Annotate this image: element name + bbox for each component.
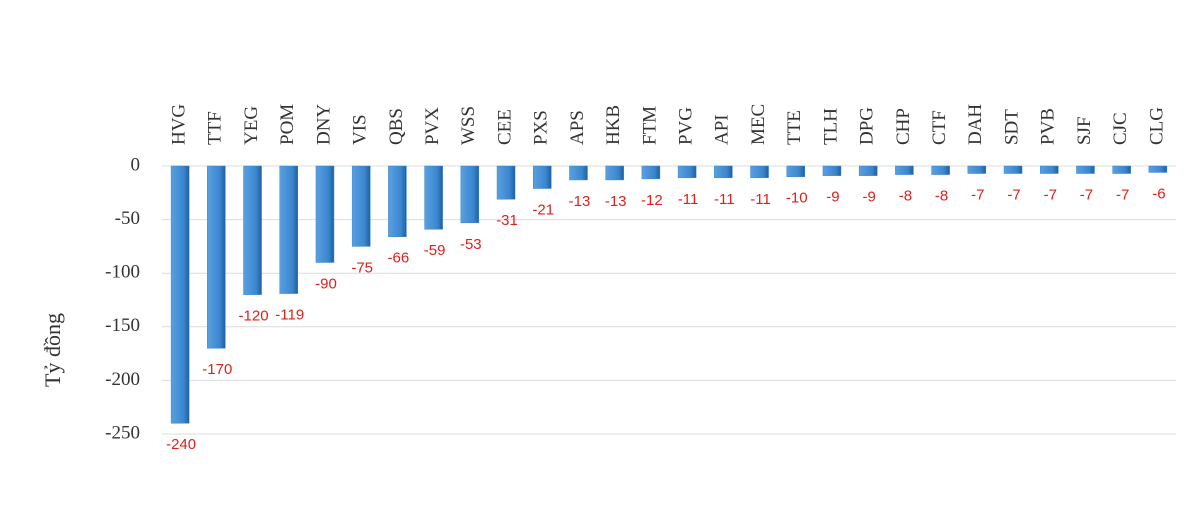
x-tick-label: SJF — [1074, 116, 1095, 145]
x-tick-label: APS — [567, 110, 588, 145]
bar — [533, 165, 552, 189]
data-label: -12 — [641, 192, 663, 209]
x-tick-label: CHP — [893, 108, 914, 145]
data-label: -75 — [351, 259, 373, 276]
bar — [1040, 165, 1059, 174]
data-label: -7 — [1044, 186, 1057, 203]
data-label: -119 — [275, 307, 304, 324]
x-tick-label: POM — [277, 104, 298, 145]
bar — [207, 165, 226, 349]
x-tick-label: PXS — [531, 110, 552, 145]
data-label: -66 — [388, 250, 410, 267]
y-tick-label: -100 — [105, 262, 140, 283]
y-tick-label: -250 — [105, 422, 140, 443]
bar — [460, 165, 480, 224]
data-label: -6 — [1152, 185, 1165, 202]
bar — [750, 165, 769, 179]
bar — [786, 165, 805, 177]
data-label: -9 — [826, 189, 839, 206]
bar — [677, 165, 697, 179]
bar — [243, 165, 262, 295]
bar — [1112, 165, 1131, 174]
bar — [1076, 165, 1095, 174]
bar — [496, 165, 516, 200]
x-tick-label: TTF — [205, 111, 226, 145]
x-tick-label: CJC — [1110, 112, 1131, 145]
bar — [967, 165, 987, 174]
bar — [1003, 165, 1023, 174]
data-label: -21 — [532, 201, 554, 218]
x-tick-label: WSS — [458, 106, 479, 145]
x-tick-label: DNY — [313, 104, 334, 145]
data-label: -240 — [166, 436, 196, 453]
data-label: -10 — [786, 190, 808, 207]
data-label: -31 — [496, 212, 518, 229]
x-tick-label: TTE — [784, 110, 805, 145]
data-label: -13 — [569, 193, 591, 210]
data-label: -13 — [605, 193, 627, 210]
data-label: -53 — [460, 236, 482, 253]
y-axis-title: Tỷ đồng — [40, 313, 65, 387]
x-tick-label: YEG — [241, 106, 262, 145]
data-label: -11 — [750, 191, 771, 208]
data-label: -7 — [1007, 186, 1020, 203]
data-label: -9 — [863, 189, 876, 206]
bar — [315, 165, 335, 263]
bar — [388, 165, 407, 238]
x-tick-label: CTF — [929, 110, 950, 145]
x-tick-label: VIS — [350, 114, 371, 145]
data-label: -8 — [935, 188, 948, 205]
bar — [714, 165, 733, 179]
data-label: -7 — [971, 186, 984, 203]
x-tick-label: PVX — [422, 107, 443, 145]
x-tick-label: CLG — [1146, 107, 1167, 145]
data-label: -11 — [714, 191, 735, 208]
data-label: -8 — [899, 188, 912, 205]
bar — [424, 165, 443, 230]
x-tick-label: FTM — [639, 106, 660, 145]
x-tick-label: DAH — [965, 104, 986, 145]
bar — [351, 165, 371, 247]
x-tick-label: CEE — [494, 109, 515, 145]
data-label: -170 — [202, 361, 232, 378]
x-tick-label: MEC — [748, 104, 769, 145]
bar — [1148, 165, 1168, 173]
bar — [895, 165, 914, 175]
x-tick-label: QBS — [386, 108, 407, 145]
bar — [569, 165, 588, 181]
data-label: -59 — [424, 242, 446, 259]
y-tick-label: -150 — [105, 315, 140, 336]
x-tick-label: HVG — [168, 104, 189, 145]
data-label: -11 — [678, 191, 699, 208]
bar — [279, 165, 298, 294]
x-tick-label: HKB — [603, 105, 624, 145]
bar — [822, 165, 842, 176]
y-tick-label: -200 — [105, 369, 140, 390]
x-tick-label: PVB — [1038, 108, 1059, 145]
data-label: -7 — [1116, 186, 1129, 203]
bar — [931, 165, 950, 175]
x-tick-label: TLH — [820, 108, 841, 145]
y-tick-label: -50 — [115, 208, 140, 229]
bar — [641, 165, 661, 180]
x-tick-label: DPG — [857, 107, 878, 145]
data-label: -120 — [239, 308, 269, 325]
y-tick-label: 0 — [131, 154, 141, 175]
x-tick-label: PVG — [675, 107, 696, 145]
bar — [858, 165, 878, 176]
bar — [605, 165, 624, 181]
data-label: -7 — [1080, 186, 1093, 203]
x-tick-label: SDT — [1001, 109, 1022, 145]
bar — [170, 165, 190, 424]
x-tick-label: API — [712, 114, 733, 145]
data-label: -90 — [315, 275, 337, 292]
